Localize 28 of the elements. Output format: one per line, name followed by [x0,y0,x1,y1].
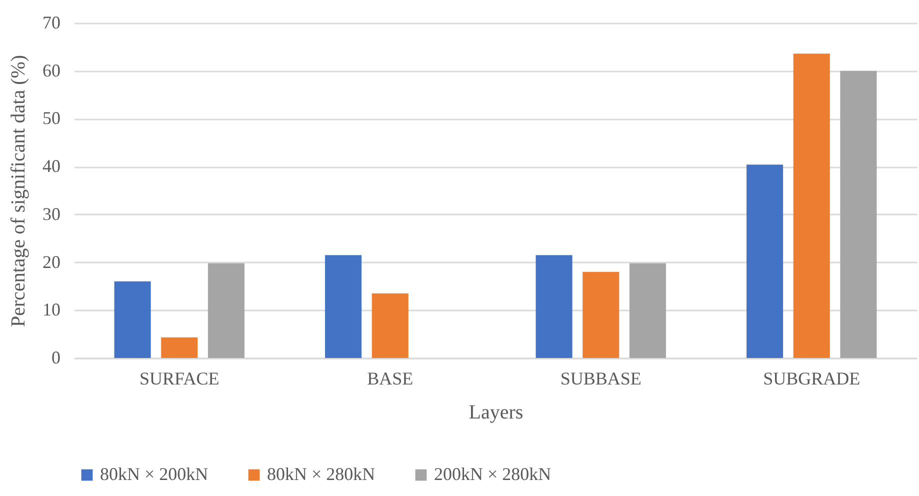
y-tick-label: 0 [52,348,60,368]
bar [161,337,198,358]
bar [840,70,877,358]
bar [793,54,830,358]
y-tick-label: 30 [42,204,60,224]
bar [325,255,362,358]
x-axis-title: Layers [468,402,524,424]
y-tick-label: 70 [42,12,60,32]
x-tick-label: SUBGRADE [763,368,860,388]
legend-label: 80kN × 280kN [267,464,376,484]
bar [372,293,408,358]
y-tick-label: 10 [42,300,60,320]
y-tick-label: 40 [42,156,60,176]
bar [629,263,666,358]
legend-label: 80kN × 200kN [100,464,208,484]
bar [208,263,244,358]
bar [536,255,572,358]
x-tick-label: SURFACE [140,368,220,388]
bar [114,281,151,358]
x-tick-label: SUBBASE [560,368,642,388]
y-tick-label: 60 [42,60,60,80]
bar [582,272,620,358]
x-tick-label: BASE [367,368,414,388]
y-axis-title: Percentage of significant data (%) [8,54,30,328]
y-tick-label: 20 [42,252,60,272]
y-tick-label: 50 [42,108,60,128]
bar [746,164,784,358]
legend-label: 200kN × 280kN [434,464,552,484]
